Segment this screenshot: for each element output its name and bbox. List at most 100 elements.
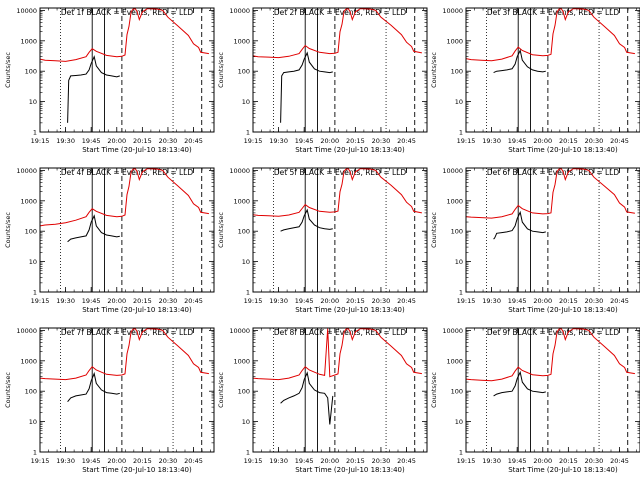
- x-tick-label: 20:00: [533, 137, 552, 145]
- chart-title: Det 4f BLACK = Events, RED = LLD: [61, 168, 194, 177]
- x-axis-label: Start Time (20-Jul-10 18:13:40): [82, 146, 192, 154]
- x-tick-label: 19:45: [82, 457, 101, 465]
- x-tick-label: 19:15: [457, 137, 476, 145]
- x-tick-label: 20:45: [184, 297, 203, 305]
- y-tick-label: 100: [451, 68, 463, 76]
- y-tick-label: 10000: [229, 327, 250, 335]
- y-tick-label: 100: [25, 228, 37, 236]
- y-tick-label: 100: [25, 388, 37, 396]
- x-axis-label: Start Time (20-Jul-10 18:13:40): [508, 466, 618, 474]
- x-tick-label: 20:15: [559, 457, 578, 465]
- x-tick-label: 19:30: [56, 297, 75, 305]
- x-tick-label: 20:45: [397, 297, 416, 305]
- x-tick-label: 20:45: [610, 137, 629, 145]
- x-tick-label: 19:30: [482, 137, 501, 145]
- events-series-line: [67, 214, 120, 243]
- detector-panel: Det 2f BLACK = Events, RED = LLD Counts/s…: [217, 7, 428, 154]
- x-tick-label: 20:15: [346, 297, 365, 305]
- chart-title: Det 7f BLACK = Events, RED = LLD: [61, 328, 194, 337]
- detector-panel: Det 3f BLACK = Events, RED = LLD Counts/s…: [430, 7, 640, 154]
- y-tick-label: 10000: [442, 7, 463, 15]
- x-tick-label: 20:00: [320, 137, 339, 145]
- x-tick-label: 20:15: [559, 297, 578, 305]
- x-tick-label: 20:30: [585, 457, 604, 465]
- y-tick-label: 10000: [16, 327, 37, 335]
- y-tick-label: 1000: [233, 357, 250, 365]
- detector-panel: Det 5f BLACK = Events, RED = LLD Counts/s…: [217, 167, 428, 314]
- chart-title: Det 9f BLACK = Events, RED = LLD: [487, 328, 620, 337]
- chart-title: Det 8f BLACK = Events, RED = LLD: [274, 328, 407, 337]
- x-tick-label: 20:45: [610, 457, 629, 465]
- x-tick-label: 19:45: [508, 297, 527, 305]
- y-axis-label: Counts/sec: [430, 212, 438, 248]
- x-tick-label: 20:30: [585, 137, 604, 145]
- x-tick-label: 20:30: [585, 297, 604, 305]
- y-axis-label: Counts/sec: [4, 52, 12, 88]
- y-tick-label: 100: [451, 388, 463, 396]
- y-tick-label: 10000: [442, 167, 463, 175]
- y-tick-label: 1000: [446, 357, 463, 365]
- x-tick-label: 19:45: [295, 457, 314, 465]
- plot-frame: [252, 327, 428, 453]
- x-tick-label: 19:15: [457, 457, 476, 465]
- x-tick-label: 20:45: [184, 457, 203, 465]
- x-tick-label: 20:30: [159, 457, 178, 465]
- x-tick-label: 19:30: [56, 457, 75, 465]
- y-tick-label: 1: [459, 449, 463, 457]
- x-tick-label: 19:30: [56, 137, 75, 145]
- x-tick-label: 19:30: [269, 137, 288, 145]
- y-axis-label: Counts/sec: [4, 212, 12, 248]
- x-tick-label: 20:45: [397, 137, 416, 145]
- lld-series-line: [39, 168, 209, 227]
- x-tick-label: 20:15: [346, 457, 365, 465]
- events-series-line: [493, 370, 546, 397]
- x-tick-label: 19:45: [295, 297, 314, 305]
- y-tick-label: 10: [455, 258, 463, 266]
- x-tick-label: 20:30: [372, 137, 391, 145]
- x-tick-label: 19:45: [295, 137, 314, 145]
- detector-panel: Det 9f BLACK = Events, RED = LLD Counts/s…: [430, 327, 640, 474]
- detector-panel: Det 8f BLACK = Events, RED = LLD Counts/s…: [217, 327, 428, 474]
- y-tick-label: 10000: [16, 167, 37, 175]
- plot-frame: [465, 327, 640, 453]
- x-tick-label: 20:00: [320, 457, 339, 465]
- y-axis-label: Counts/sec: [217, 52, 225, 88]
- y-tick-label: 10000: [229, 167, 250, 175]
- events-series-line: [280, 208, 333, 232]
- plot-frame: [465, 7, 640, 133]
- y-tick-label: 10: [29, 258, 37, 266]
- y-axis-label: Counts/sec: [217, 212, 225, 248]
- y-tick-label: 1000: [20, 357, 37, 365]
- x-tick-label: 20:00: [533, 297, 552, 305]
- y-axis-label: Counts/sec: [430, 52, 438, 88]
- x-tick-label: 19:15: [244, 297, 263, 305]
- x-tick-label: 20:30: [372, 297, 391, 305]
- x-tick-label: 20:00: [107, 457, 126, 465]
- x-tick-label: 19:15: [457, 297, 476, 305]
- x-tick-label: 20:45: [184, 137, 203, 145]
- x-tick-label: 20:15: [346, 137, 365, 145]
- x-axis-label: Start Time (20-Jul-10 18:13:40): [508, 306, 618, 314]
- chart-title: Det 2f BLACK = Events, RED = LLD: [274, 8, 407, 17]
- x-tick-label: 20:30: [159, 297, 178, 305]
- x-tick-label: 19:30: [269, 297, 288, 305]
- y-tick-label: 10000: [16, 7, 37, 15]
- x-tick-label: 20:30: [159, 137, 178, 145]
- x-tick-label: 20:45: [397, 457, 416, 465]
- lld-series-line: [465, 8, 635, 62]
- y-tick-label: 10: [242, 418, 250, 426]
- x-tick-label: 20:15: [133, 297, 152, 305]
- y-tick-label: 1000: [233, 197, 250, 205]
- y-tick-label: 1: [246, 289, 250, 297]
- y-tick-label: 10: [242, 98, 250, 106]
- chart-title: Det 3f BLACK = Events, RED = LLD: [487, 8, 620, 17]
- y-tick-label: 10000: [442, 327, 463, 335]
- events-series-line: [493, 210, 546, 240]
- y-tick-label: 100: [25, 68, 37, 76]
- x-tick-label: 20:00: [107, 137, 126, 145]
- x-tick-label: 19:45: [508, 457, 527, 465]
- y-axis-label: Counts/sec: [4, 372, 12, 408]
- y-tick-label: 10: [29, 418, 37, 426]
- y-tick-label: 10: [455, 418, 463, 426]
